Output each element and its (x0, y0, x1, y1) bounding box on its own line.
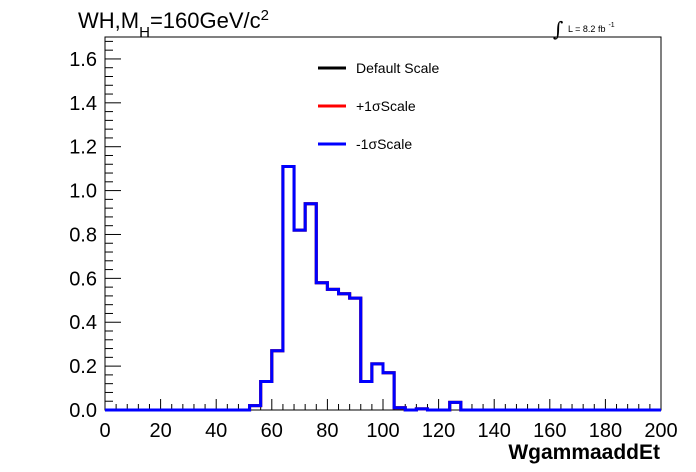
series-layer (105, 164, 661, 412)
series-line-2 (105, 164, 661, 412)
x-tick-label: 180 (589, 420, 622, 442)
luminosity-label: L = 8.2 fb -1 (568, 22, 615, 34)
legend-label-0: Default Scale (356, 60, 439, 76)
y-tick-label: 0.6 (69, 268, 97, 290)
y-tick-label: 0.0 (69, 400, 97, 422)
x-tick-label: 160 (533, 420, 566, 442)
x-tick-label: 120 (422, 420, 455, 442)
x-axis-label: WgammaaddEt (508, 441, 660, 464)
title-subscript: H (139, 24, 150, 41)
x-tick-label: 200 (644, 420, 677, 442)
legend-label-2: -1σScale (356, 136, 412, 152)
x-tick-label: 140 (478, 420, 511, 442)
y-tick-label: 0.2 (69, 356, 97, 378)
legend: Default Scale +1σScale -1σScale (318, 60, 439, 152)
integral-symbol: ∫ (553, 17, 563, 41)
axes: 0 20 40 60 80 100 120 140 160 180 200 0.0 0.2 0.4 0.6 0… (69, 40, 678, 442)
title-main: WH,M (78, 8, 139, 33)
x-tick-label: 40 (205, 420, 227, 442)
luminosity-superscript: -1 (608, 22, 614, 29)
luminosity-text: L = 8.2 fb (568, 24, 605, 34)
y-tick-label: 1.6 (69, 49, 97, 71)
title-rest: =160GeV/c (150, 8, 261, 33)
y-tick-label: 1.0 (69, 181, 97, 203)
x-tick-label: 20 (149, 420, 171, 442)
x-tick-label: 100 (366, 420, 399, 442)
title-superscript: 2 (261, 7, 269, 24)
y-tick-label: 1.2 (69, 137, 97, 159)
y-tick-label: 0.4 (69, 312, 97, 334)
y-tick-label: 1.4 (69, 93, 97, 115)
x-tick-label: 0 (99, 420, 110, 442)
x-tick-label: 80 (316, 420, 338, 442)
legend-label-1: +1σScale (356, 98, 416, 114)
y-tick-label: 0.8 (69, 224, 97, 246)
x-tick-label: 60 (261, 420, 283, 442)
plot-frame (104, 36, 662, 411)
chart-title: WH,MH=160GeV/c2 (78, 7, 269, 41)
